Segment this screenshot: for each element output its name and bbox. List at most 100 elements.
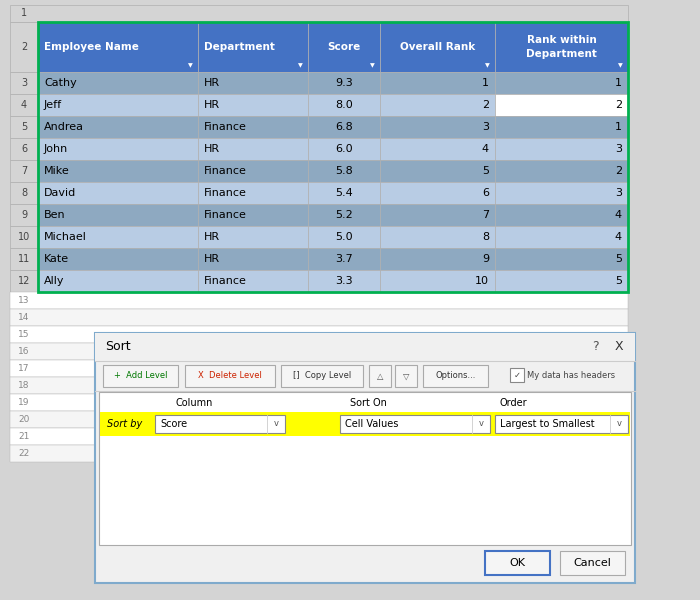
Bar [10, 182, 38, 204]
Bar [38, 248, 198, 270]
Text: 20: 20 [18, 415, 29, 424]
Text: 14: 14 [18, 313, 29, 322]
Text: 17: 17 [18, 364, 29, 373]
Bar [495, 415, 628, 433]
Text: Cell Values: Cell Values [345, 419, 398, 429]
Text: 3: 3 [482, 122, 489, 132]
Bar [308, 204, 380, 226]
Bar [380, 72, 495, 94]
Text: Finance: Finance [204, 188, 247, 198]
Bar [10, 326, 628, 343]
Text: My data has headers: My data has headers [527, 370, 615, 379]
Text: ▽: ▽ [402, 371, 409, 380]
Text: 5.8: 5.8 [335, 166, 353, 176]
Bar [495, 248, 628, 270]
Bar [380, 182, 495, 204]
Bar [395, 365, 417, 387]
Bar [308, 160, 380, 182]
Bar [308, 116, 380, 138]
Text: X  Delete Level: X Delete Level [198, 371, 262, 380]
Bar [308, 22, 380, 72]
Text: 3: 3 [615, 188, 622, 198]
Text: []  Copy Level: [] Copy Level [293, 371, 351, 380]
Text: 1: 1 [21, 8, 27, 19]
Bar [38, 226, 198, 248]
Text: Largest to Smallest: Largest to Smallest [500, 419, 594, 429]
Bar [10, 226, 38, 248]
Bar [38, 270, 198, 292]
Text: 9: 9 [21, 210, 27, 220]
Bar [155, 415, 285, 433]
Bar [10, 411, 628, 428]
Bar [198, 270, 308, 292]
Bar [495, 226, 628, 248]
Bar [308, 270, 380, 292]
Bar [10, 72, 38, 94]
Text: Sort: Sort [105, 340, 131, 353]
Text: 8: 8 [21, 188, 27, 198]
Bar [10, 394, 628, 411]
Bar [380, 226, 495, 248]
Text: 3: 3 [615, 144, 622, 154]
Bar [38, 182, 198, 204]
Bar [99, 392, 631, 545]
Bar [380, 138, 495, 160]
Bar [10, 292, 628, 309]
Bar [495, 182, 628, 204]
Text: Andrea: Andrea [44, 122, 84, 132]
Bar [510, 368, 524, 382]
Text: HR: HR [204, 78, 220, 88]
Text: 7: 7 [482, 210, 489, 220]
Text: +  Add Level: + Add Level [113, 371, 167, 380]
Text: OK: OK [510, 558, 526, 568]
Bar [495, 138, 628, 160]
Text: Finance: Finance [204, 276, 247, 286]
Bar [485, 551, 550, 575]
Text: Column: Column [175, 398, 212, 408]
Text: 11: 11 [18, 254, 30, 264]
Text: 19: 19 [18, 398, 29, 407]
Text: 2: 2 [21, 42, 27, 52]
Bar [10, 94, 38, 116]
Bar [380, 22, 495, 72]
Text: 21: 21 [18, 432, 29, 441]
Text: Score: Score [328, 42, 360, 52]
Bar [38, 116, 198, 138]
Bar [495, 94, 628, 116]
Bar [198, 116, 308, 138]
Bar [38, 94, 198, 116]
Text: 6.0: 6.0 [335, 144, 353, 154]
Text: 5: 5 [482, 166, 489, 176]
Text: Finance: Finance [204, 166, 247, 176]
Text: Finance: Finance [204, 210, 247, 220]
Text: 6.8: 6.8 [335, 122, 353, 132]
Text: 5.2: 5.2 [335, 210, 353, 220]
Text: Order: Order [500, 398, 528, 408]
Bar [281, 365, 363, 387]
Bar [198, 22, 308, 72]
Text: ?: ? [592, 340, 598, 353]
Text: HR: HR [204, 144, 220, 154]
Text: ▼: ▼ [370, 64, 374, 68]
Bar [308, 138, 380, 160]
Bar [10, 160, 38, 182]
Text: 16: 16 [18, 347, 29, 356]
Bar [495, 270, 628, 292]
Text: 15: 15 [18, 330, 29, 339]
Text: 5.0: 5.0 [335, 232, 353, 242]
Bar [10, 309, 628, 326]
Bar [495, 160, 628, 182]
Text: Jeff: Jeff [44, 100, 62, 110]
Bar [10, 116, 38, 138]
Text: Score: Score [160, 419, 187, 429]
Bar [198, 248, 308, 270]
Bar [560, 551, 625, 575]
Text: 9.3: 9.3 [335, 78, 353, 88]
Text: Cancel: Cancel [573, 558, 611, 568]
Text: 2: 2 [615, 100, 622, 110]
Text: △: △ [377, 371, 384, 380]
Bar [103, 365, 178, 387]
Text: 8.0: 8.0 [335, 100, 353, 110]
Text: ▼: ▼ [188, 64, 193, 68]
Text: HR: HR [204, 100, 220, 110]
